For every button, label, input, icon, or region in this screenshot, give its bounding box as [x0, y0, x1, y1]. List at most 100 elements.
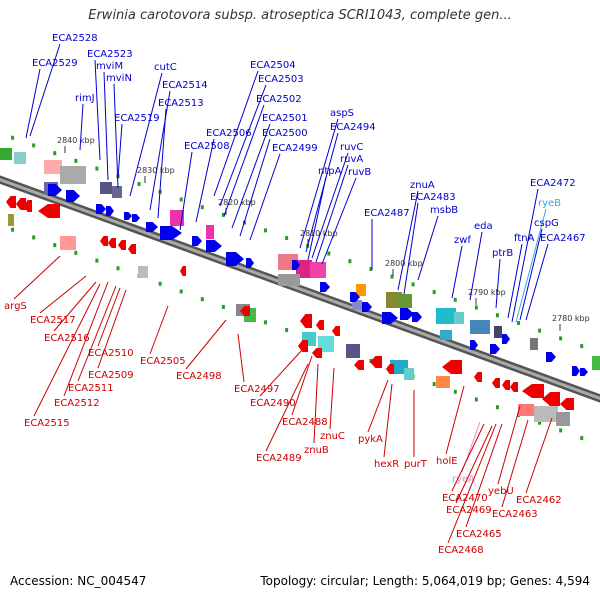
- feature-block: [398, 294, 412, 308]
- leader-line-ECA2508: [179, 151, 193, 231]
- track-dot: [264, 320, 268, 325]
- track-dot: [453, 389, 457, 394]
- feature-block: [138, 266, 148, 278]
- leader-line-ryeB: [515, 208, 547, 323]
- gene-arrow-forward: [470, 340, 478, 350]
- feature-block: [310, 262, 326, 278]
- track-dot: [495, 405, 499, 410]
- gene-label-ECA2515: ECA2515: [24, 418, 70, 429]
- leader-line-ECA2501: [231, 123, 271, 229]
- leader-line-ECA2469: [455, 425, 493, 504]
- track-dot: [11, 135, 15, 140]
- track-dot: [432, 290, 436, 295]
- leader-line-ECA2497: [237, 333, 245, 383]
- scale-label: 2790 kbp: [468, 288, 506, 297]
- gene-arrow-reverse: [312, 348, 322, 358]
- gene-arrow-reverse: [6, 196, 16, 208]
- gene-label-ECA2528: ECA2528: [52, 33, 98, 44]
- gene-arrow-forward: [580, 368, 588, 376]
- gene-arrow-reverse: [502, 380, 510, 390]
- gene-label-ECA2489: ECA2489: [256, 453, 302, 464]
- gene-arrow-forward: [160, 226, 182, 240]
- gene-label-ECA2465: ECA2465: [456, 529, 502, 540]
- scale-label: 2780 kbp: [552, 314, 590, 323]
- track-dot: [179, 289, 183, 294]
- gene-arrow-reverse: [24, 200, 32, 212]
- leader-line-cutC: [129, 72, 163, 197]
- track-dot: [95, 258, 99, 263]
- leader-line-ECA2494: [305, 132, 339, 253]
- leader-line-ruvB: [321, 177, 357, 265]
- track-dot: [285, 328, 289, 333]
- accession-text: Accession: NC_004547: [10, 574, 147, 588]
- gene-arrow-reverse: [560, 398, 574, 410]
- feature-block: [352, 300, 362, 310]
- gene-label-ECA2504: ECA2504: [250, 60, 296, 71]
- feature-block: [170, 210, 184, 226]
- gene-label-purT: purT: [404, 459, 428, 470]
- gene-arrow-forward: [400, 308, 414, 320]
- gene-label-ruvA: ruvA: [340, 154, 363, 165]
- gene-arrow-forward: [96, 204, 106, 214]
- feature-block: [0, 148, 12, 160]
- feature-block: [112, 186, 122, 198]
- leader-line-ECA2512: [63, 281, 109, 397]
- leader-line-eda: [469, 231, 483, 301]
- feature-block: [14, 152, 26, 164]
- gene-label-ryeB: ryeB: [538, 198, 561, 209]
- track-dot: [285, 236, 289, 241]
- track-dot: [474, 305, 478, 310]
- leader-line-mviM: [103, 71, 109, 181]
- gene-label-ECA2513: ECA2513: [158, 98, 204, 109]
- feature-block: [470, 320, 490, 334]
- gene-label-aspS: aspS: [330, 108, 354, 119]
- gene-label-ECA2497: ECA2497: [234, 384, 280, 395]
- leader-line-znuA: [397, 190, 419, 291]
- gene-arrow-reverse: [240, 306, 250, 316]
- gene-arrow-reverse: [300, 314, 312, 328]
- gene-arrow-forward: [66, 190, 80, 202]
- gene-arrow-reverse: [510, 382, 518, 392]
- track-dot: [74, 250, 78, 255]
- leader-line-ECA2498: [185, 319, 227, 370]
- gene-label-ntpA: ntpA: [318, 166, 342, 177]
- leader-line-ECA2463: [501, 419, 529, 508]
- leader-line-holE: [445, 385, 465, 455]
- track-dot: [327, 251, 331, 256]
- gene-arrow-reverse: [108, 238, 116, 248]
- feature-block: [436, 376, 450, 388]
- gene-label-ECA2470: ECA2470: [442, 493, 488, 504]
- leader-line-aspS: [299, 118, 339, 249]
- leader-line-ECA2523: [94, 59, 101, 161]
- gene-label-ruvC: ruvC: [340, 142, 363, 153]
- gene-arrow-forward: [292, 260, 300, 270]
- gene-arrow-reverse: [298, 340, 308, 352]
- track-dot: [432, 382, 436, 387]
- leader-line-ECA2509: [97, 289, 127, 369]
- track-dot: [95, 166, 99, 171]
- leader-line-ECA2511: [77, 285, 117, 382]
- gene-label-holE: holE: [436, 456, 458, 467]
- gene-label-ECA2514: ECA2514: [162, 80, 208, 91]
- leader-line-znuB: [313, 363, 319, 444]
- gene-label-cspG: cspG: [534, 218, 559, 229]
- gene-label-ECA2529: ECA2529: [32, 58, 78, 69]
- feature-block: [346, 344, 360, 358]
- gene-arrow-forward: [546, 352, 556, 362]
- gene-arrow-forward: [502, 334, 510, 344]
- track-dot: [74, 158, 78, 163]
- leader-line-ECA2514: [149, 90, 171, 211]
- gene-label-znuB: znuB: [304, 445, 329, 456]
- feature-block: [436, 308, 456, 324]
- gene-label-ECA2503: ECA2503: [258, 74, 304, 85]
- gene-arrow-forward: [490, 344, 500, 354]
- gene-label-ECA2501: ECA2501: [262, 113, 308, 124]
- leader-line-ECA2489: [265, 363, 309, 452]
- track-dot: [559, 336, 563, 341]
- leader-line-ECA2502: [223, 104, 265, 217]
- gene-arrow-reverse: [38, 204, 60, 218]
- gene-label-yebU: yebU: [488, 486, 514, 497]
- gene-arrow-forward: [146, 222, 158, 232]
- feature-block: [454, 312, 464, 324]
- gene-label-ECA2488: ECA2488: [282, 417, 328, 428]
